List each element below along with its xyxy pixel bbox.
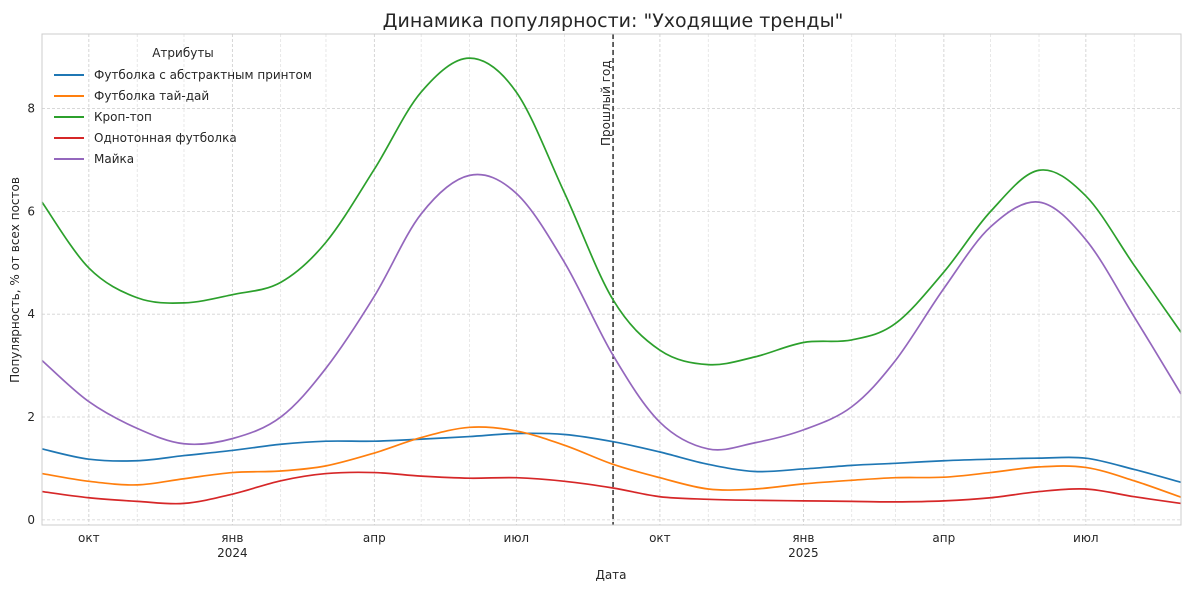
x-tick-label: апр <box>932 531 955 545</box>
x-tick-label: окт <box>78 531 100 545</box>
x-tick-year-label: 2025 <box>788 546 819 560</box>
annotation: Прошлый год <box>599 34 614 525</box>
series-line-2 <box>41 57 1182 366</box>
x-tick-label: июл <box>504 531 530 545</box>
series-line-4 <box>41 173 1182 451</box>
x-tick-label: янв <box>221 531 243 545</box>
annotation-label: Прошлый год <box>599 60 613 146</box>
series-lines <box>41 57 1182 505</box>
chart-title: Динамика популярности: "Уходящие тренды" <box>383 10 844 32</box>
legend-entry-label: Однотонная футболка <box>94 131 237 145</box>
x-tick-label: апр <box>363 531 386 545</box>
y-tick-label: 6 <box>27 204 35 218</box>
plot-area <box>42 34 1181 525</box>
plot-frame <box>41 33 1182 526</box>
legend-entry-label: Футболка с абстрактным принтом <box>94 68 312 82</box>
x-tick-label: окт <box>649 531 671 545</box>
y-axis-label: Популярность, % от всех постов <box>8 177 22 383</box>
y-tick-label: 0 <box>27 513 35 527</box>
legend-title: Атрибуты <box>152 46 214 60</box>
x-tick-label: июл <box>1073 531 1099 545</box>
legend-entry-label: Футболка тай-дай <box>94 89 209 103</box>
legend-entry-label: Майка <box>94 152 134 166</box>
legend: Атрибуты Футболка с абстрактным принтом Фу… <box>54 46 312 166</box>
grid <box>41 34 1181 525</box>
x-tick-year-label: 2024 <box>217 546 248 560</box>
series-line-3 <box>41 471 1182 505</box>
x-tick-label: янв <box>792 531 814 545</box>
y-tick-label: 4 <box>27 307 35 321</box>
y-tick-label: 8 <box>27 102 35 116</box>
y-tick-label: 2 <box>27 410 35 424</box>
series-line-0 <box>41 432 1182 484</box>
legend-entry-label: Кроп-топ <box>94 110 152 124</box>
x-axis-label: Дата <box>595 568 626 582</box>
series-line-1 <box>41 426 1182 499</box>
